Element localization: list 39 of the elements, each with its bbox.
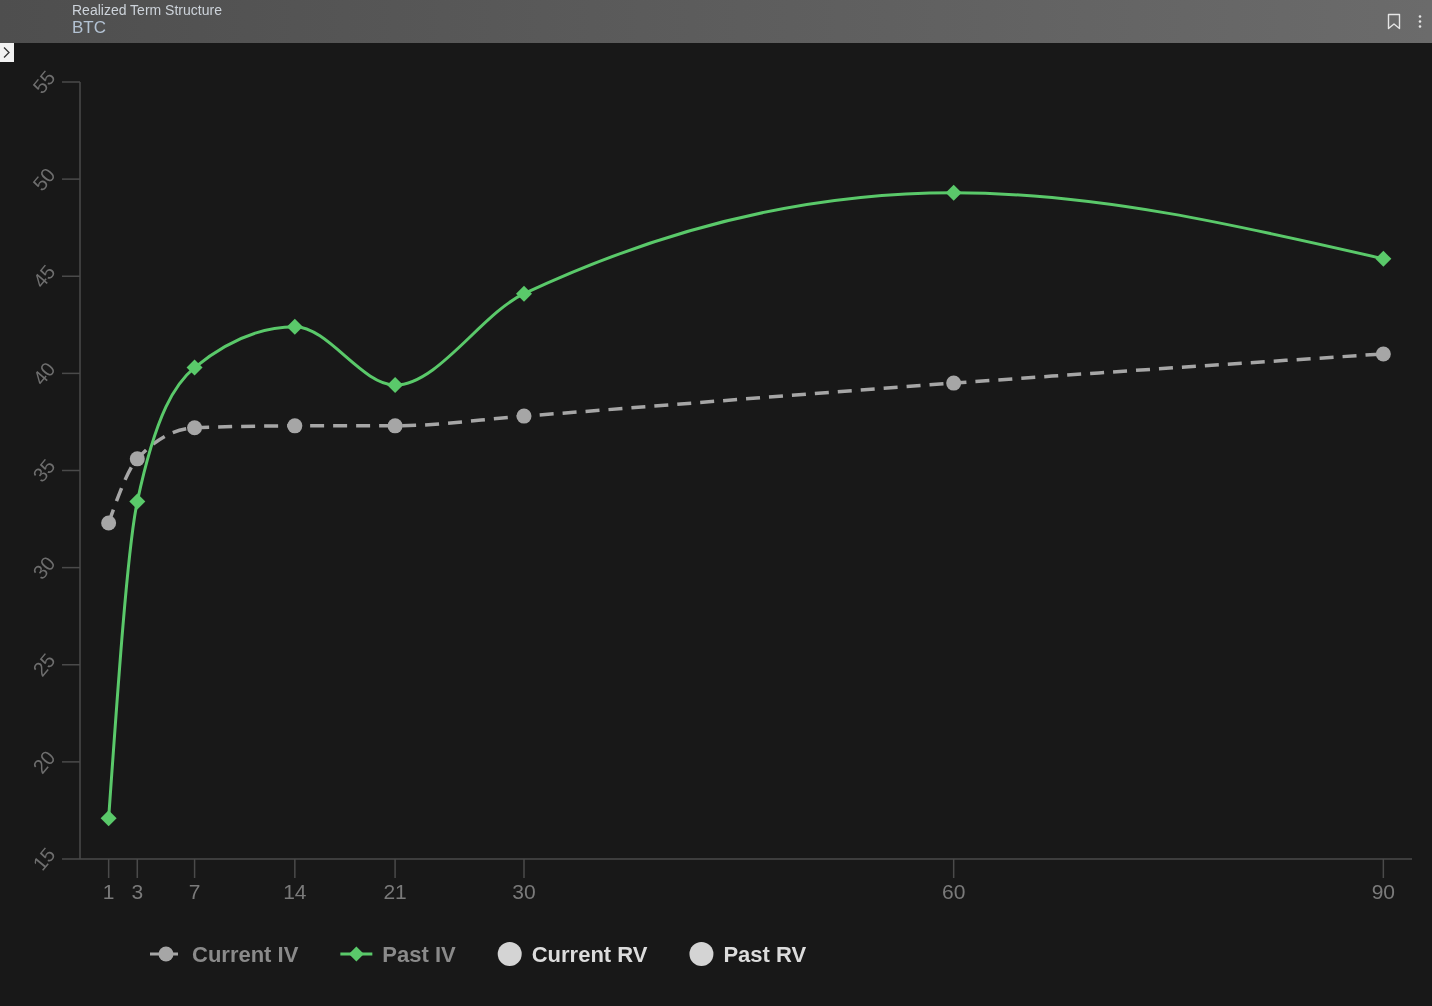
point <box>1375 346 1391 362</box>
point <box>286 318 303 335</box>
point <box>129 451 145 467</box>
y-tick-label: 45 <box>28 260 60 292</box>
point <box>100 810 117 827</box>
point <box>101 515 117 531</box>
point <box>187 420 203 436</box>
y-tick-label: 55 <box>28 66 60 98</box>
x-tick-label: 90 <box>1371 879 1396 903</box>
point <box>387 418 403 434</box>
y-tick-label: 40 <box>28 357 60 389</box>
point <box>516 408 532 424</box>
legend-label: Past RV <box>723 941 807 967</box>
y-tick-label: 15 <box>28 843 60 875</box>
point <box>129 493 146 510</box>
point <box>387 377 404 394</box>
y-tick-label: 30 <box>28 552 60 584</box>
chart-title: Realized Term Structure <box>72 2 223 18</box>
legend-label: Current IV <box>192 941 299 967</box>
point <box>946 375 962 391</box>
x-tick-label: 7 <box>188 879 201 903</box>
y-tick-label: 20 <box>28 746 60 778</box>
point <box>1375 250 1392 267</box>
point <box>945 184 962 201</box>
point <box>287 418 303 434</box>
legend-label: Past IV <box>382 941 457 967</box>
legend-label: Current RV <box>531 941 648 967</box>
x-tick-label: 14 <box>283 879 307 903</box>
point <box>516 285 532 302</box>
x-tick-label: 30 <box>512 879 536 903</box>
chart-subtitle: BTC <box>72 18 106 37</box>
x-tick-label: 3 <box>131 879 144 903</box>
y-tick-label: 50 <box>28 163 60 195</box>
x-tick-label: 60 <box>942 879 966 903</box>
y-tick-label: 25 <box>28 649 60 681</box>
x-tick-label: 1 <box>102 879 115 903</box>
y-tick-label: 35 <box>28 454 60 487</box>
x-tick-label: 21 <box>383 879 407 903</box>
point <box>186 359 203 376</box>
